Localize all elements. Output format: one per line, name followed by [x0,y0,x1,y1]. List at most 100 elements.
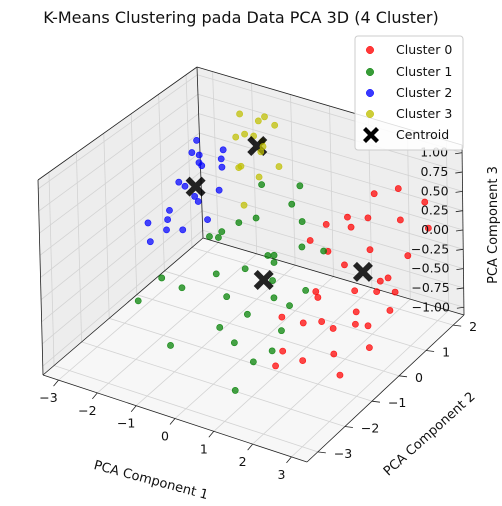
cluster-0-point-1 [421,198,429,206]
cluster-0-point-28 [347,223,355,231]
cluster-2-point-2 [218,163,226,171]
cluster-1-point-20 [230,339,238,347]
cluster-1-point-16 [296,182,304,190]
cluster-1-point-22 [231,387,239,394]
cluster-2-point-3 [166,206,173,214]
grid-line-z-back-5 [199,132,463,212]
y-axis-line [306,314,465,463]
grid-line-x-floor-0 [58,242,219,381]
grid-line-z-left-6 [39,113,199,234]
centroid-2 [185,176,206,197]
cluster-2-point-6 [175,178,183,186]
cluster-3-point-6 [236,110,243,118]
y-tick-mark-0 [317,451,326,454]
cluster-0-point-21 [279,347,287,355]
grid-line-y-floor-5 [191,247,454,326]
z-axis-title: PCA Component 3 [486,166,501,284]
grid-line-z-left-0 [42,229,203,367]
cluster-0-point-23 [365,344,373,352]
cluster-1-point-2 [298,218,306,225]
y-tick-label-4: 1 [442,344,450,359]
z-tick-label-5: 0.25 [421,203,449,218]
cluster-2-point-14 [163,226,170,234]
legend: Cluster 0 Cluster 1 Cluster 2 Cluster 3 … [354,35,464,151]
cluster-2-point-4 [195,151,203,159]
x-tick-mark-5 [247,443,253,451]
cluster-1-point-3 [235,219,243,226]
legend-marker-cluster-2 [366,89,374,97]
z-tick-mark-2 [456,268,464,271]
cluster-1-point-12 [278,327,285,335]
cluster-0-point-25 [299,357,307,364]
grid-line-z-left-7 [38,93,199,212]
cluster-1-point-24 [302,287,310,294]
legend-marker-cluster-0 [366,46,374,54]
y-tick-label-2: −1 [388,395,406,410]
legend-marker-centroid [363,127,379,143]
cluster-2-point-10 [219,146,227,154]
cluster-0-point-2 [424,224,432,232]
cluster-2-point-9 [164,216,172,223]
cluster-0-point-16 [330,350,338,358]
chart-title: K-Means Clustering pada Data PCA 3D (4 C… [43,8,439,27]
legend-label-cluster-2: Cluster 2 [396,85,452,100]
x-tick-mark-2 [130,405,137,412]
x-tick-label-6: 3 [277,467,285,482]
axes-panes [37,66,465,463]
z-tick-mark-1 [456,287,464,290]
cluster-0-point-26 [364,322,372,330]
cluster-1-point-31 [286,302,293,310]
y-tick-mark-1 [344,426,353,428]
grid-line-x-floor-3 [174,276,334,419]
y-tick-mark-3 [398,375,408,378]
grid-line-z-left-1 [41,210,203,345]
x-tick-label-0: −3 [39,390,57,405]
cluster-1-point-25 [218,228,226,236]
cluster-1-point-6 [298,243,306,251]
cluster-0-point-24 [278,313,286,321]
data-points [134,110,432,394]
floor-left-edge [42,237,204,376]
cluster-3-point-2 [232,133,240,141]
z-tick-mark-6 [455,190,463,193]
legend-label-cluster-1: Cluster 1 [396,64,452,79]
cluster-0-point-27 [352,308,360,316]
x-axis-title: PCA Component 1 [92,458,210,503]
x-tick-mark-4 [208,431,215,438]
cluster-1-point-21 [167,342,174,349]
cluster-1-point-14 [249,358,257,366]
z-tick-label-3: −0.25 [411,241,449,256]
z-tick-label-1: −0.75 [411,280,449,295]
cluster-2-point-19 [188,149,196,156]
cluster-1-point-17 [320,247,328,255]
cluster-0-point-4 [370,190,378,198]
z-tick-label-6: 0.50 [421,183,449,198]
z-tick-mark-3 [456,248,464,251]
cluster-0-point-6 [322,221,330,228]
cluster-2-point-11 [193,136,200,144]
left-pane [38,67,203,375]
cluster-1-point-26 [223,293,231,301]
grid-line-z-back-6 [198,113,463,192]
cluster-1-point-15 [178,284,186,292]
z-tick-mark-8 [455,152,463,155]
z-tick-mark-7 [455,171,463,174]
grid-line-z-back-1 [201,210,464,289]
y-tick-mark-2 [371,400,381,403]
left-top-edge [37,66,198,181]
cluster-2-point-12 [204,216,211,224]
cluster-2-point-7 [215,186,223,194]
cluster-1-point-0 [288,200,296,208]
floor-back-edge [202,237,465,316]
cluster-3-point-9 [275,163,283,170]
cluster-0-point-12 [404,252,412,260]
y-tick-label-5: 2 [469,319,477,334]
cluster-3-point-7 [237,162,245,170]
z-tick-mark-0 [456,306,464,309]
legend-marker-cluster-1 [366,68,374,76]
cluster-2-point-5 [194,198,202,205]
cluster-0-point-30 [364,214,372,222]
grid-line-x-floor-4 [213,287,373,432]
cluster-0-point-9 [351,287,359,295]
